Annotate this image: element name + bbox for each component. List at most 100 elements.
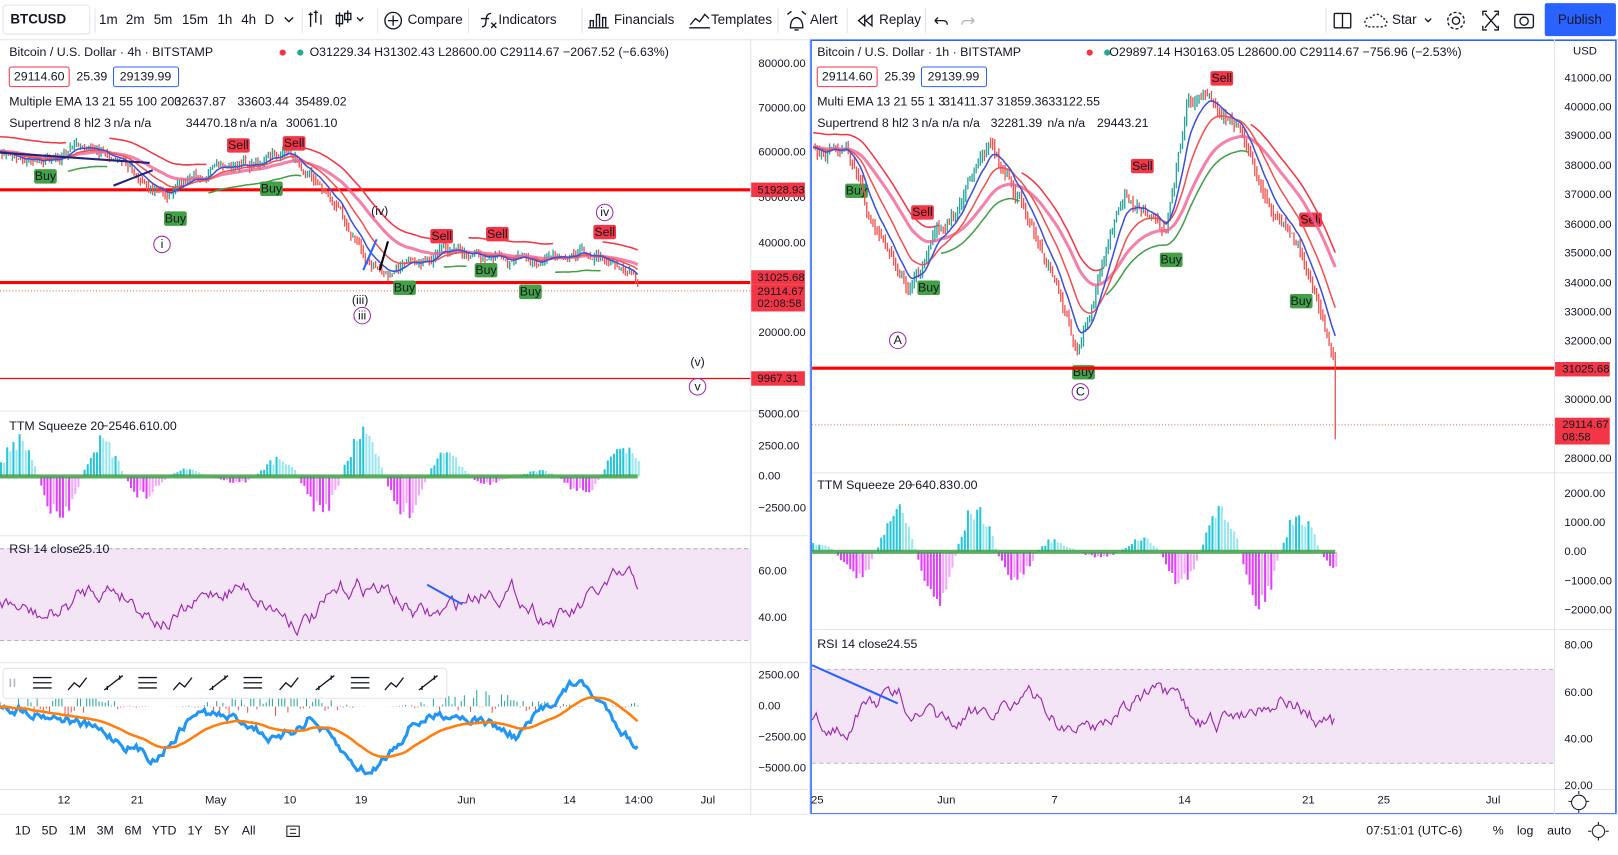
histogram-bar <box>61 476 64 518</box>
histogram-bar <box>1065 546 1069 552</box>
range-button[interactable]: 1M <box>69 824 86 838</box>
time-axis-label: 10 <box>284 794 297 806</box>
symbol-box[interactable] <box>2 4 91 35</box>
toolbar-button[interactable]: Alert <box>810 12 838 27</box>
status-dot <box>1104 49 1111 56</box>
settings-icon[interactable] <box>1588 821 1609 841</box>
drawing-tool[interactable] <box>384 677 404 691</box>
histogram-bar <box>846 551 849 565</box>
drawing-tool[interactable] <box>103 675 124 691</box>
interval-button[interactable]: 15m <box>182 12 208 27</box>
histogram-bar <box>920 551 923 571</box>
axis-label: −1000.00 <box>1564 576 1612 588</box>
histogram-bar <box>818 544 821 552</box>
price-axis-label: 20000.00 <box>758 327 805 339</box>
drawing-tool[interactable] <box>315 675 335 691</box>
histogram-bar <box>1254 551 1257 607</box>
interval-button[interactable]: 1m <box>99 12 118 27</box>
toolbar-button[interactable]: Templates <box>711 12 772 27</box>
publish-label[interactable]: Publish <box>1558 12 1602 27</box>
range-button[interactable]: 1D <box>15 824 31 838</box>
rsi-line <box>811 682 1335 741</box>
drawing-tool[interactable] <box>172 677 193 691</box>
price-axis-label: 35000.00 <box>1564 248 1611 260</box>
price-tag-label: 31025.68 <box>757 272 804 284</box>
drag-handle <box>9 678 16 687</box>
histogram-bar <box>1189 551 1192 572</box>
toolbar-button[interactable]: Financials <box>614 12 675 27</box>
drawing-tool[interactable] <box>67 677 88 691</box>
histogram-bar <box>30 459 34 477</box>
histogram-bar <box>458 466 461 477</box>
histogram-bar <box>349 457 352 477</box>
histogram-bar <box>1214 518 1217 552</box>
range-button[interactable]: 3M <box>97 824 114 838</box>
histogram-bar <box>575 476 578 491</box>
interval-button[interactable]: D <box>264 12 274 27</box>
toolbar-button[interactable]: Indicators <box>498 12 556 27</box>
histogram-bar <box>325 476 328 505</box>
histogram-bar <box>417 476 420 496</box>
signal-badge <box>227 138 250 153</box>
scale-option[interactable]: % <box>1493 824 1504 838</box>
publish-button[interactable] <box>1544 3 1616 37</box>
range-button[interactable]: 5Y <box>214 824 229 838</box>
range-button[interactable]: 6M <box>125 824 142 838</box>
histogram-bar <box>421 476 424 490</box>
ask: 29139.99 <box>120 70 172 84</box>
drawing-tool[interactable] <box>243 676 263 689</box>
drawing-tool[interactable] <box>33 676 52 689</box>
histogram-bar <box>52 476 55 505</box>
layout-name[interactable]: Star <box>1392 12 1417 27</box>
histogram-bar <box>133 476 136 492</box>
histogram-bar <box>535 471 538 477</box>
currency-label: USD <box>1573 46 1597 58</box>
interval-button[interactable]: 2m <box>126 12 145 27</box>
histogram-bar <box>49 476 52 514</box>
drawing-tool[interactable] <box>138 676 157 689</box>
histogram-bar <box>476 476 479 482</box>
histogram-bar <box>1059 542 1062 552</box>
histogram-bar <box>266 464 269 477</box>
rsi-band <box>812 669 1555 764</box>
indicator-value: 25.10 <box>78 542 109 556</box>
signal-label: Buy <box>520 285 542 299</box>
signal-label: Sell <box>1211 71 1232 85</box>
time-axis-label: 25 <box>1377 794 1390 806</box>
drawing-tool[interactable] <box>418 675 438 691</box>
interval-button[interactable]: 5m <box>154 12 173 27</box>
range-button[interactable]: 1Y <box>187 824 202 838</box>
histogram-bar <box>1056 542 1059 552</box>
supertrend <box>443 265 467 268</box>
drawing-tool[interactable] <box>279 677 299 691</box>
range-button[interactable]: 5D <box>42 824 58 838</box>
range-button[interactable]: YTD <box>152 824 177 838</box>
scale-option[interactable]: log <box>1517 824 1534 838</box>
range-button[interactable]: All <box>242 824 256 838</box>
interval-button[interactable]: 1h <box>217 12 232 27</box>
signal-badge <box>917 280 941 295</box>
price-tag-label: 51928.93 <box>757 184 804 196</box>
histogram-bar <box>1010 551 1013 580</box>
toolbar-button[interactable]: Replay <box>879 12 921 27</box>
histogram-bar <box>12 442 15 477</box>
status-dot <box>1086 49 1093 56</box>
drawing-tool[interactable] <box>209 675 229 691</box>
histogram-bar <box>117 460 120 477</box>
scale-option[interactable]: auto <box>1547 824 1571 838</box>
histogram-bar <box>1192 551 1195 570</box>
indicator-value: 32281.39 <box>991 116 1043 130</box>
histogram-bar <box>541 470 544 477</box>
signal-label: Buy <box>35 169 57 183</box>
indicator-value: n/a n/a <box>1047 116 1085 130</box>
settings-icon[interactable] <box>1568 791 1590 813</box>
symbol[interactable]: BTCUSD <box>10 12 66 27</box>
toolbar-button[interactable]: Compare <box>408 12 463 27</box>
drawing-tool[interactable] <box>350 676 370 689</box>
histogram-bar <box>1329 551 1332 567</box>
histogram-bar <box>198 472 201 477</box>
indicator-value: 29443.21 <box>1097 116 1149 130</box>
date-range-icon[interactable] <box>286 825 300 837</box>
interval-button[interactable]: 4h <box>241 12 256 27</box>
axis-label: 20.00 <box>1564 780 1592 792</box>
